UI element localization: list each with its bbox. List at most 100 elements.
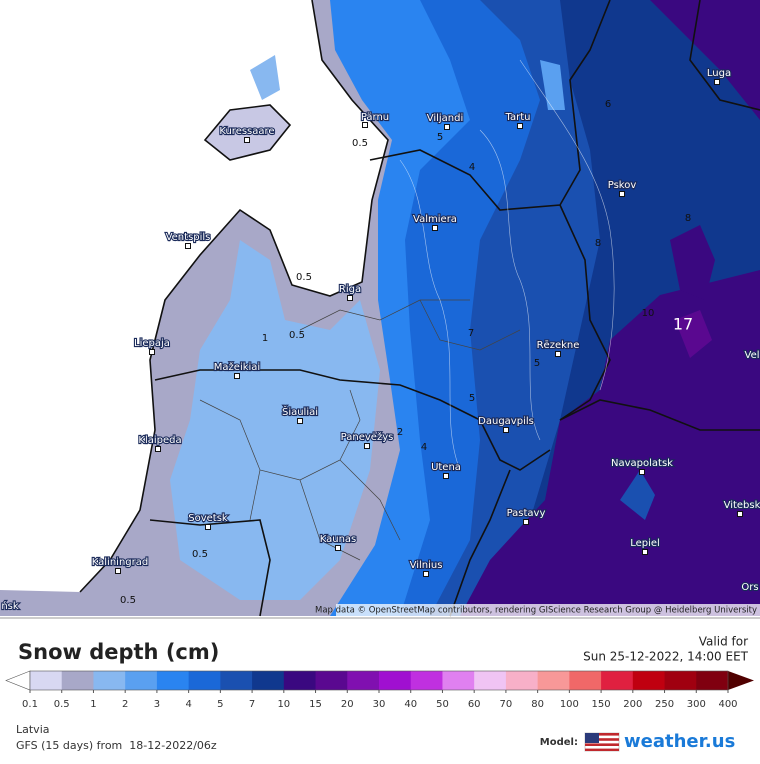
city-marker xyxy=(523,519,529,525)
legend-tick-label: 10 xyxy=(277,699,290,710)
city-label: Utena xyxy=(431,462,461,473)
city-label: Kuressaare xyxy=(219,126,274,137)
legend-tick-label: 200 xyxy=(623,699,642,710)
borders xyxy=(79,0,760,617)
city-label: Pskov xyxy=(608,180,637,191)
contour-label: 8 xyxy=(685,213,691,224)
city-label: Klaipeda xyxy=(138,435,181,446)
legend-tick-label: 100 xyxy=(560,699,579,710)
legend-tick-label: 60 xyxy=(468,699,481,710)
model-run: GFS (15 days) from 18-12-2022/06z xyxy=(16,739,217,752)
city-marker xyxy=(115,568,121,574)
city-label: Mažeikiai xyxy=(214,361,260,373)
city-marker xyxy=(347,295,353,301)
legend-tick-label: 0.1 xyxy=(22,699,38,710)
legend-tick-label: 80 xyxy=(531,699,544,710)
city-marker xyxy=(364,443,370,449)
contour-label: 5 xyxy=(534,358,540,369)
legend-swatch xyxy=(474,671,507,690)
coastline xyxy=(203,104,292,161)
city-label: Liepaja xyxy=(134,338,170,349)
snow-10 xyxy=(460,270,760,616)
island xyxy=(205,105,290,160)
legend-swatch xyxy=(220,671,253,690)
contour-label: 6 xyxy=(605,99,611,110)
legend-tick-label: 1 xyxy=(90,699,96,710)
valid-time: Sun 25-12-2022, 14:00 EET xyxy=(583,650,749,664)
border xyxy=(449,469,511,617)
contours xyxy=(399,59,615,471)
snow-10 xyxy=(650,0,760,120)
city-label: Pärnu xyxy=(361,112,389,123)
legend-tick-label: 250 xyxy=(655,699,674,710)
legend-swatch xyxy=(188,671,221,690)
legend-tick-label: 0.5 xyxy=(54,699,70,710)
city-marker xyxy=(362,122,368,128)
cities: Pärnu Viljandi Tartu Kuressaare Luga Pskov Val… xyxy=(0,67,760,613)
legend-swatch xyxy=(30,671,63,690)
contour-label: 8 xyxy=(595,238,601,249)
contour-label: 2 xyxy=(397,427,403,438)
legend-tick-label: 4 xyxy=(185,699,191,710)
legend-tick-label: 20 xyxy=(341,699,354,710)
snow-15 xyxy=(675,310,712,358)
legend-swatch xyxy=(632,671,666,690)
contour-label: 0.5 xyxy=(192,549,208,560)
city-marker xyxy=(443,473,449,479)
city-label: Ventspils xyxy=(166,232,211,243)
city-label: Panevėžys xyxy=(341,431,394,443)
legend-tick-label: 2 xyxy=(122,699,128,710)
city-marker xyxy=(444,124,450,130)
coastline xyxy=(79,0,389,593)
city-label: Vilnius xyxy=(410,560,443,571)
snow-1 xyxy=(250,55,280,100)
legend-swatch xyxy=(442,671,475,690)
border xyxy=(154,369,551,471)
city-label: Šiauliai xyxy=(282,405,318,418)
peak-label: 17 xyxy=(673,315,693,334)
legend-swatch xyxy=(410,671,443,690)
districts xyxy=(199,299,521,561)
model-label: Model: xyxy=(540,737,578,748)
legend-tick-label: 150 xyxy=(592,699,611,710)
city-label: Valmiera xyxy=(413,214,457,225)
city-marker xyxy=(517,123,523,129)
city-marker xyxy=(155,446,161,452)
legend-swatch xyxy=(601,671,634,690)
legend-tick-label: 400 xyxy=(718,699,737,710)
city-marker xyxy=(555,351,561,357)
region: Latvia xyxy=(16,723,50,736)
contour-label: 0.5 xyxy=(352,138,368,149)
border xyxy=(149,519,271,617)
legend-swatch xyxy=(696,671,729,690)
city-marker xyxy=(335,545,341,551)
valid-label: Valid for xyxy=(699,635,748,649)
city-label: Sovetsk xyxy=(188,513,228,524)
legend-swatch xyxy=(156,671,190,690)
contour-label: 0.5 xyxy=(296,272,312,283)
contour-label: 1 xyxy=(262,333,268,344)
city-label: ńsk xyxy=(1,600,19,612)
city-label: Riga xyxy=(339,284,361,295)
city-marker xyxy=(432,225,438,231)
legend-tick-label: 3 xyxy=(154,699,160,710)
legend-swatch xyxy=(347,671,380,690)
city-label: Rēzekne xyxy=(537,340,580,351)
legend-tick-label: 70 xyxy=(500,699,513,710)
city-label: Tartu xyxy=(505,112,531,123)
legend-tick-label: 40 xyxy=(404,699,417,710)
legend-swatch xyxy=(283,671,317,690)
city-marker xyxy=(639,469,645,475)
city-marker xyxy=(205,524,211,530)
city-marker xyxy=(185,243,191,249)
map: Pärnu Viljandi Tartu Kuressaare Luga Pskov Val… xyxy=(0,0,760,617)
snow-10 xyxy=(670,225,715,300)
city-marker xyxy=(244,137,250,143)
contour-label: 0.5 xyxy=(289,330,305,341)
contour-label: 5 xyxy=(437,132,443,143)
city-marker xyxy=(503,427,509,433)
legend-tick-label: 50 xyxy=(436,699,449,710)
legend-tick-label: 7 xyxy=(249,699,255,710)
